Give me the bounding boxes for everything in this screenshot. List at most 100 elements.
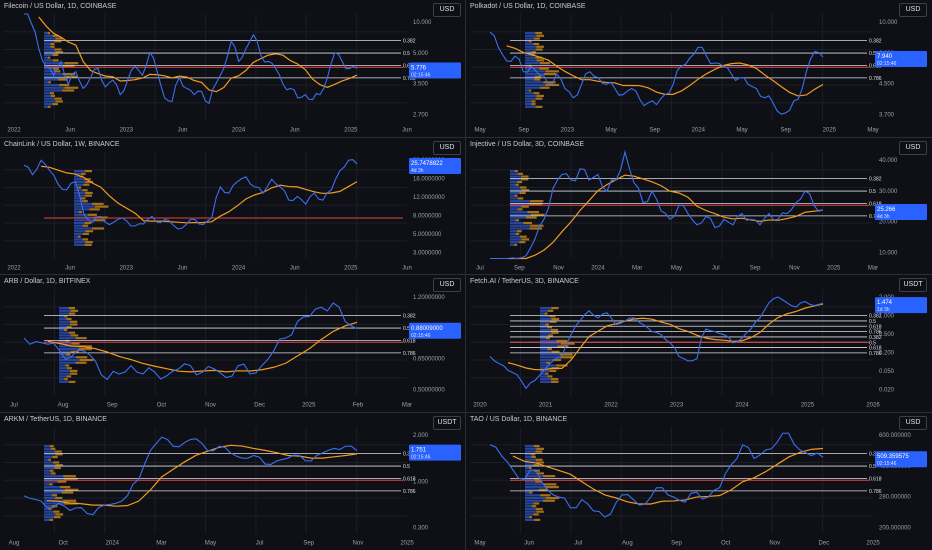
currency-button[interactable]: USDT xyxy=(433,415,461,430)
x-tick-label: May xyxy=(474,128,485,134)
volume-bar xyxy=(50,447,56,450)
x-tick-label: 2024 xyxy=(232,128,246,134)
chart-panel-inj[interactable]: 0.3820.50.6180.78640.00030.00020.00010.0… xyxy=(466,137,931,274)
volume-bar xyxy=(44,485,60,488)
volume-bar xyxy=(510,177,521,180)
chart-panel-dot[interactable]: 0.3820.50.6180.78610.0006.0004.5003.700M… xyxy=(466,0,931,137)
fib-label: 0.382 xyxy=(403,314,416,320)
chart-panel-fet[interactable]: 0.3820.50.6180.7860.3820.50.6180.7862.00… xyxy=(466,275,931,412)
price-badge-value: 0.88009000 xyxy=(411,326,443,332)
volume-bar xyxy=(526,215,537,219)
volume-bar xyxy=(84,243,92,246)
volume-bar xyxy=(44,89,63,92)
x-tick-label: 2025 xyxy=(823,128,837,134)
chart-svg-arkm: 0.3820.50.6180.7862.0001.0000.300AugOct2… xyxy=(4,426,461,546)
chart-title: ChainLink / US Dollar, 1W, BINANCE xyxy=(4,140,120,148)
volume-bar xyxy=(533,477,540,480)
volume-bar xyxy=(64,378,68,381)
volume-bar xyxy=(528,466,532,469)
y-tick-label: 3.500 xyxy=(413,82,429,88)
volume-bar xyxy=(44,449,55,453)
volume-bar xyxy=(44,64,63,67)
volume-bar xyxy=(525,64,530,67)
moving-average-line xyxy=(507,303,824,371)
volume-bar xyxy=(540,493,551,496)
x-tick-label: 2024 xyxy=(106,540,120,546)
currency-button[interactable]: USDT xyxy=(899,278,927,292)
chart-svg-fil: 0.3820.50.6180.78610.0005.0003.5002.7002… xyxy=(4,13,461,134)
volume-bar xyxy=(530,224,544,227)
volume-bar xyxy=(520,177,529,180)
price-badge xyxy=(409,62,461,79)
volume-bar xyxy=(44,34,53,37)
chart-panel-arkm[interactable]: 0.3820.50.6180.7862.0001.0000.300AugOct2… xyxy=(0,412,465,549)
x-tick-label: 2026 xyxy=(866,403,880,409)
price-line xyxy=(23,158,358,230)
volume-bar xyxy=(68,331,76,334)
currency-button[interactable]: USD xyxy=(433,278,461,292)
chart-title: TAO / US Dollar, 1D, BINANCE xyxy=(470,415,568,423)
volume-bar xyxy=(536,510,544,513)
volume-bar xyxy=(74,224,83,227)
volume-bar xyxy=(59,309,71,312)
volume-bar xyxy=(510,235,521,238)
price-badge-timer: 02:15:46 xyxy=(877,61,897,67)
volume-bar xyxy=(510,224,531,227)
volume-bar xyxy=(515,218,520,221)
currency-button[interactable]: USD xyxy=(433,3,461,17)
volume-bar xyxy=(55,452,63,455)
x-tick-label: 2025 xyxy=(344,265,358,271)
volume-bar xyxy=(69,372,78,375)
volume-bar xyxy=(531,103,536,106)
row-divider xyxy=(0,136,932,138)
volume-bar xyxy=(525,56,536,59)
volume-bar xyxy=(74,172,81,175)
volume-bar xyxy=(545,83,560,87)
volume-bar xyxy=(543,474,556,477)
fib-label: 0.618 xyxy=(869,346,882,352)
volume-bar xyxy=(531,452,536,455)
x-tick-label: 2023 xyxy=(120,128,134,134)
volume-bar xyxy=(540,361,547,364)
x-tick-label: 2023 xyxy=(120,265,134,271)
volume-bar xyxy=(525,37,534,40)
volume-bar xyxy=(525,474,544,477)
volume-bar xyxy=(547,334,554,337)
volume-bar xyxy=(54,466,61,469)
volume-bar xyxy=(525,92,534,95)
currency-button[interactable]: USD xyxy=(899,415,927,430)
volume-bar xyxy=(533,463,540,466)
x-tick-label: May xyxy=(205,540,216,546)
chart-panel-link[interactable]: 30.000000018.000000012.00000008.00000005… xyxy=(0,137,465,274)
volume-bar xyxy=(521,188,530,191)
fib-label: 0.382 xyxy=(403,39,416,45)
volume-bar xyxy=(70,350,79,353)
volume-bar xyxy=(58,78,68,81)
chart-panel-fil[interactable]: 0.3820.50.6180.78610.0005.0003.5002.7002… xyxy=(0,0,465,137)
volume-bar xyxy=(66,367,72,370)
x-tick-label: Sep xyxy=(514,265,525,271)
volume-bar xyxy=(525,94,537,98)
volume-bar xyxy=(525,45,537,48)
volume-bar xyxy=(44,482,50,485)
chart-panel-tao[interactable]: 0.3820.50.6180.786600.000000400.00000028… xyxy=(466,412,931,549)
price-badge xyxy=(875,51,927,68)
x-tick-label: Nov xyxy=(553,265,564,271)
volume-bar xyxy=(540,307,552,310)
volume-bar xyxy=(540,334,548,337)
volume-bar xyxy=(44,455,53,458)
volume-bar xyxy=(44,452,56,455)
volume-bar xyxy=(70,334,79,337)
volume-bar xyxy=(48,81,51,84)
chart-panel-arb[interactable]: 0.3820.50.6180.7861.200000001.000000000.… xyxy=(0,275,465,412)
volume-bar xyxy=(535,56,543,59)
x-tick-label: Jun xyxy=(65,128,75,134)
y-tick-label: 0.050 xyxy=(879,369,895,375)
volume-bar xyxy=(44,447,51,450)
currency-button[interactable]: USD xyxy=(433,140,461,155)
volume-bar xyxy=(66,317,72,321)
volume-bar xyxy=(44,518,50,521)
volume-bar xyxy=(44,56,48,59)
currency-button[interactable]: USD xyxy=(899,140,927,155)
currency-button[interactable]: USD xyxy=(899,3,927,17)
